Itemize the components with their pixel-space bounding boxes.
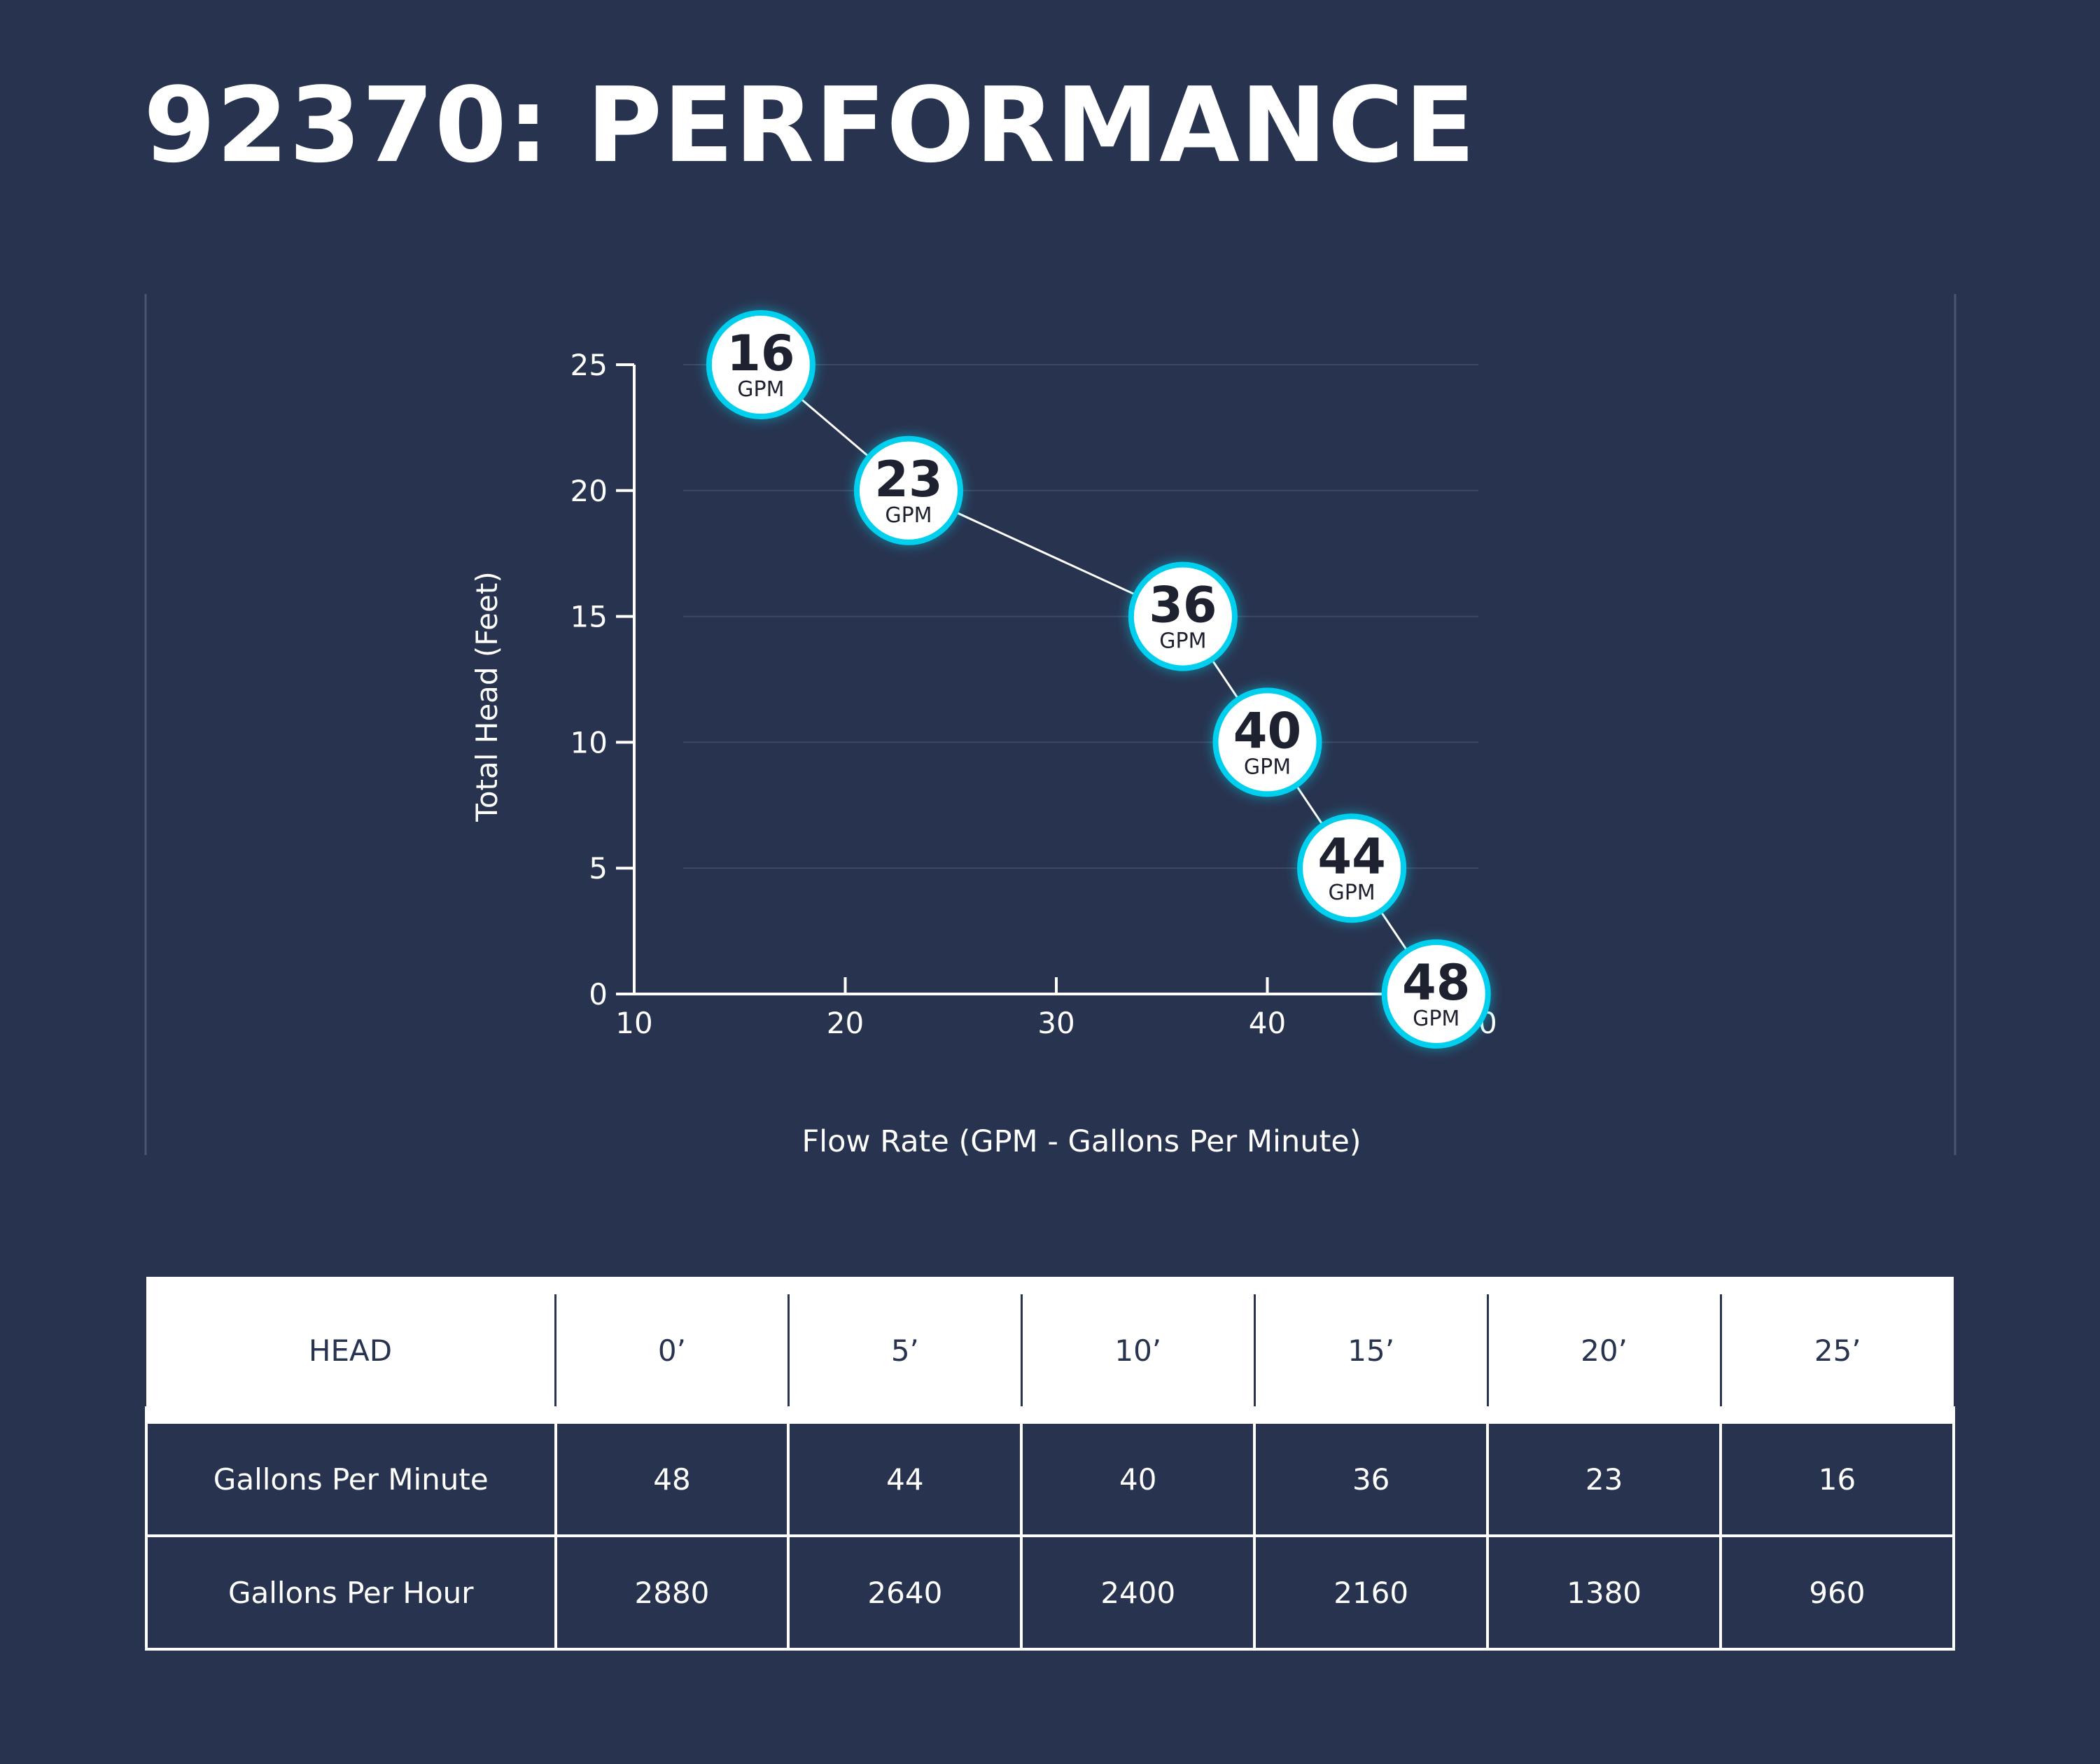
data-label: 36 [1149, 577, 1217, 634]
data-unit-label: GPM [1328, 881, 1375, 905]
marker-circle [853, 435, 963, 545]
data-unit-label: GPM [885, 503, 932, 528]
header-cell-5ft: 5’ [787, 1277, 1022, 1424]
table-cell: 44 [787, 1413, 1023, 1537]
marker-circle [1381, 939, 1491, 1049]
page-title: 92370: PERFORMANCE [144, 65, 1476, 186]
y-tick-label: 5 [589, 851, 608, 886]
x-tick-label: 20 [827, 1006, 864, 1040]
y-tick-label: 0 [589, 977, 608, 1011]
y-axis-label: Total Head (Feet) [470, 571, 504, 822]
table-cell: 40 [1020, 1413, 1256, 1537]
performance-table: HEAD 0’ 5’ 10’ 15’ 20’ 25’ Gallons Per M… [145, 1277, 1955, 1651]
table-header-row: HEAD 0’ 5’ 10’ 15’ 20’ 25’ [146, 1277, 1954, 1424]
data-label: 16 [727, 325, 794, 382]
y-tick-label: 20 [570, 474, 608, 508]
table-cell: 2640 [787, 1534, 1023, 1651]
data-unit-label: GPM [1413, 1007, 1460, 1031]
table-cell: 36 [1253, 1413, 1490, 1537]
x-tick-label: 10 [615, 1006, 652, 1040]
marker-circle [706, 310, 816, 419]
data-unit-label: GPM [1159, 629, 1206, 654]
table-cell: 2400 [1020, 1534, 1256, 1651]
x-tick-label: 30 [1037, 1006, 1074, 1040]
table-cell: 1380 [1486, 1534, 1723, 1651]
header-cell-20ft: 20’ [1486, 1277, 1721, 1424]
table-cell: 16 [1719, 1413, 1955, 1537]
header-cell-0ft: 0’ [554, 1277, 789, 1424]
x-tick-label: 40 [1249, 1006, 1286, 1040]
header-cell-10ft: 10’ [1020, 1277, 1255, 1424]
data-label: 40 [1233, 702, 1301, 760]
header-cell-25ft: 25’ [1719, 1277, 1954, 1424]
data-unit-label: GPM [737, 377, 784, 402]
table-row: Gallons Per Hour 2880 2640 2400 2160 138… [145, 1534, 1955, 1651]
y-tick-label: 15 [570, 600, 608, 634]
table-cell: 23 [1486, 1413, 1723, 1537]
data-label: 44 [1317, 828, 1385, 886]
data-label: 23 [874, 451, 942, 508]
performance-chart: 05101520251020304050 16GPM23GPM36GPM40GP… [144, 294, 1956, 1159]
table-cell: 2880 [554, 1534, 790, 1651]
row-label-gpm: Gallons Per Minute [145, 1413, 557, 1537]
row-label-gph: Gallons Per Hour [145, 1534, 557, 1651]
data-unit-label: GPM [1244, 755, 1291, 779]
table-cell: 2160 [1253, 1534, 1490, 1651]
y-tick-label: 10 [570, 725, 608, 760]
header-cell-15ft: 15’ [1253, 1277, 1488, 1424]
marker-circle [1128, 561, 1238, 671]
header-cell-head: HEAD [146, 1277, 556, 1424]
table-row: Gallons Per Minute 48 44 40 36 23 16 [145, 1413, 1955, 1537]
marker-circle [1297, 813, 1407, 923]
marker-circle [1212, 687, 1322, 797]
table-cell: 48 [554, 1413, 790, 1537]
x-axis-label: Flow Rate (GPM - Gallons Per Minute) [802, 1124, 1361, 1159]
data-label: 48 [1402, 954, 1470, 1011]
y-tick-label: 25 [570, 348, 608, 382]
table-cell: 960 [1719, 1534, 1955, 1651]
